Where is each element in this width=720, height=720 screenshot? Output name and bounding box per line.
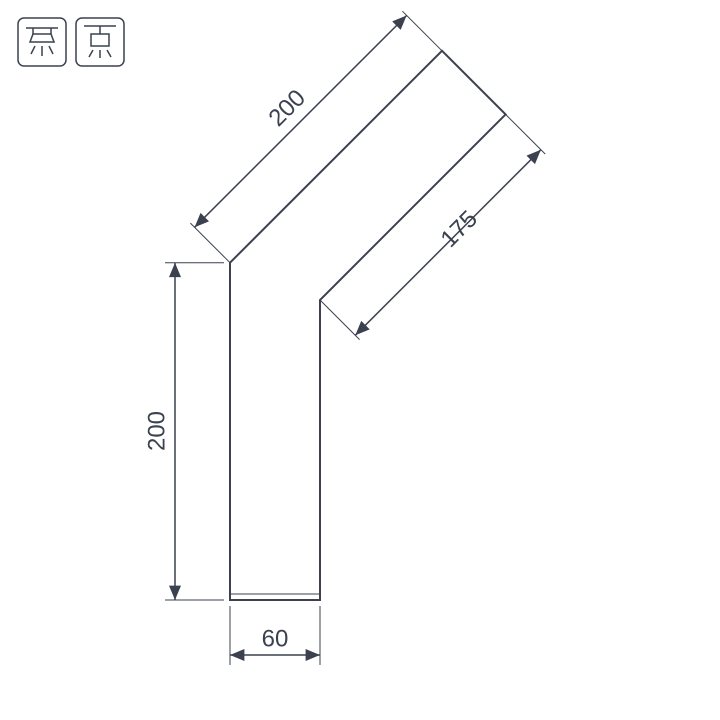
- dimension-175-label: 175: [435, 205, 482, 252]
- pendant-mount-icon: [76, 18, 124, 66]
- ceiling-mount-icon: [18, 18, 66, 66]
- dimension-200-vertical: 200: [143, 263, 224, 600]
- technical-drawing: 60 200 200 175: [0, 0, 720, 720]
- dimension-200v-label: 200: [143, 411, 170, 451]
- dimension-60: 60: [230, 606, 320, 665]
- bent-profile-part: [230, 51, 506, 600]
- dimension-60-label: 60: [262, 625, 289, 652]
- dimension-200d-label: 200: [263, 84, 310, 131]
